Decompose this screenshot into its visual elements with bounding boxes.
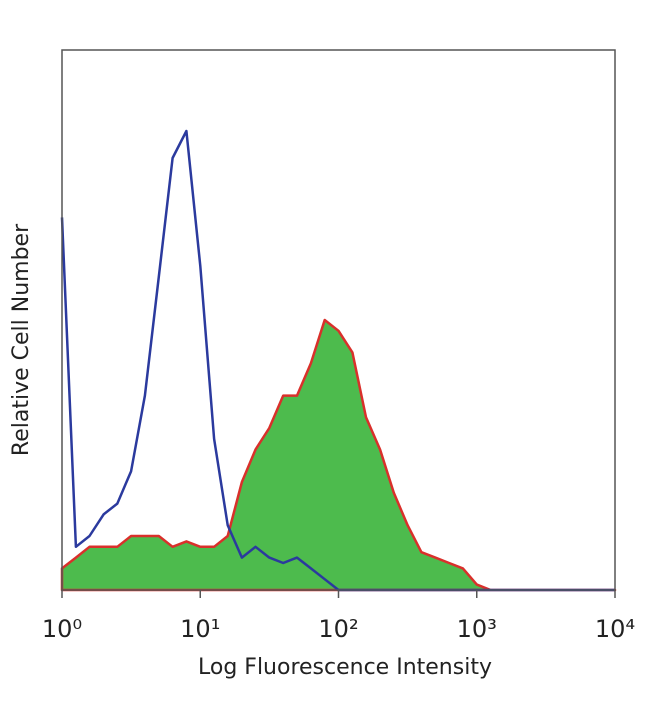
x-axis-label: Log Fluorescence Intensity xyxy=(198,655,492,680)
x-tick-label: 10⁴ xyxy=(595,615,635,643)
y-axis-label: Relative Cell Number xyxy=(9,223,34,456)
x-tick-label: 10¹ xyxy=(180,615,220,643)
x-tick-label: 10⁰ xyxy=(42,615,82,643)
x-tick-label: 10² xyxy=(318,615,358,643)
histogram-area xyxy=(60,318,617,592)
x-tick-label: 10³ xyxy=(457,615,497,643)
